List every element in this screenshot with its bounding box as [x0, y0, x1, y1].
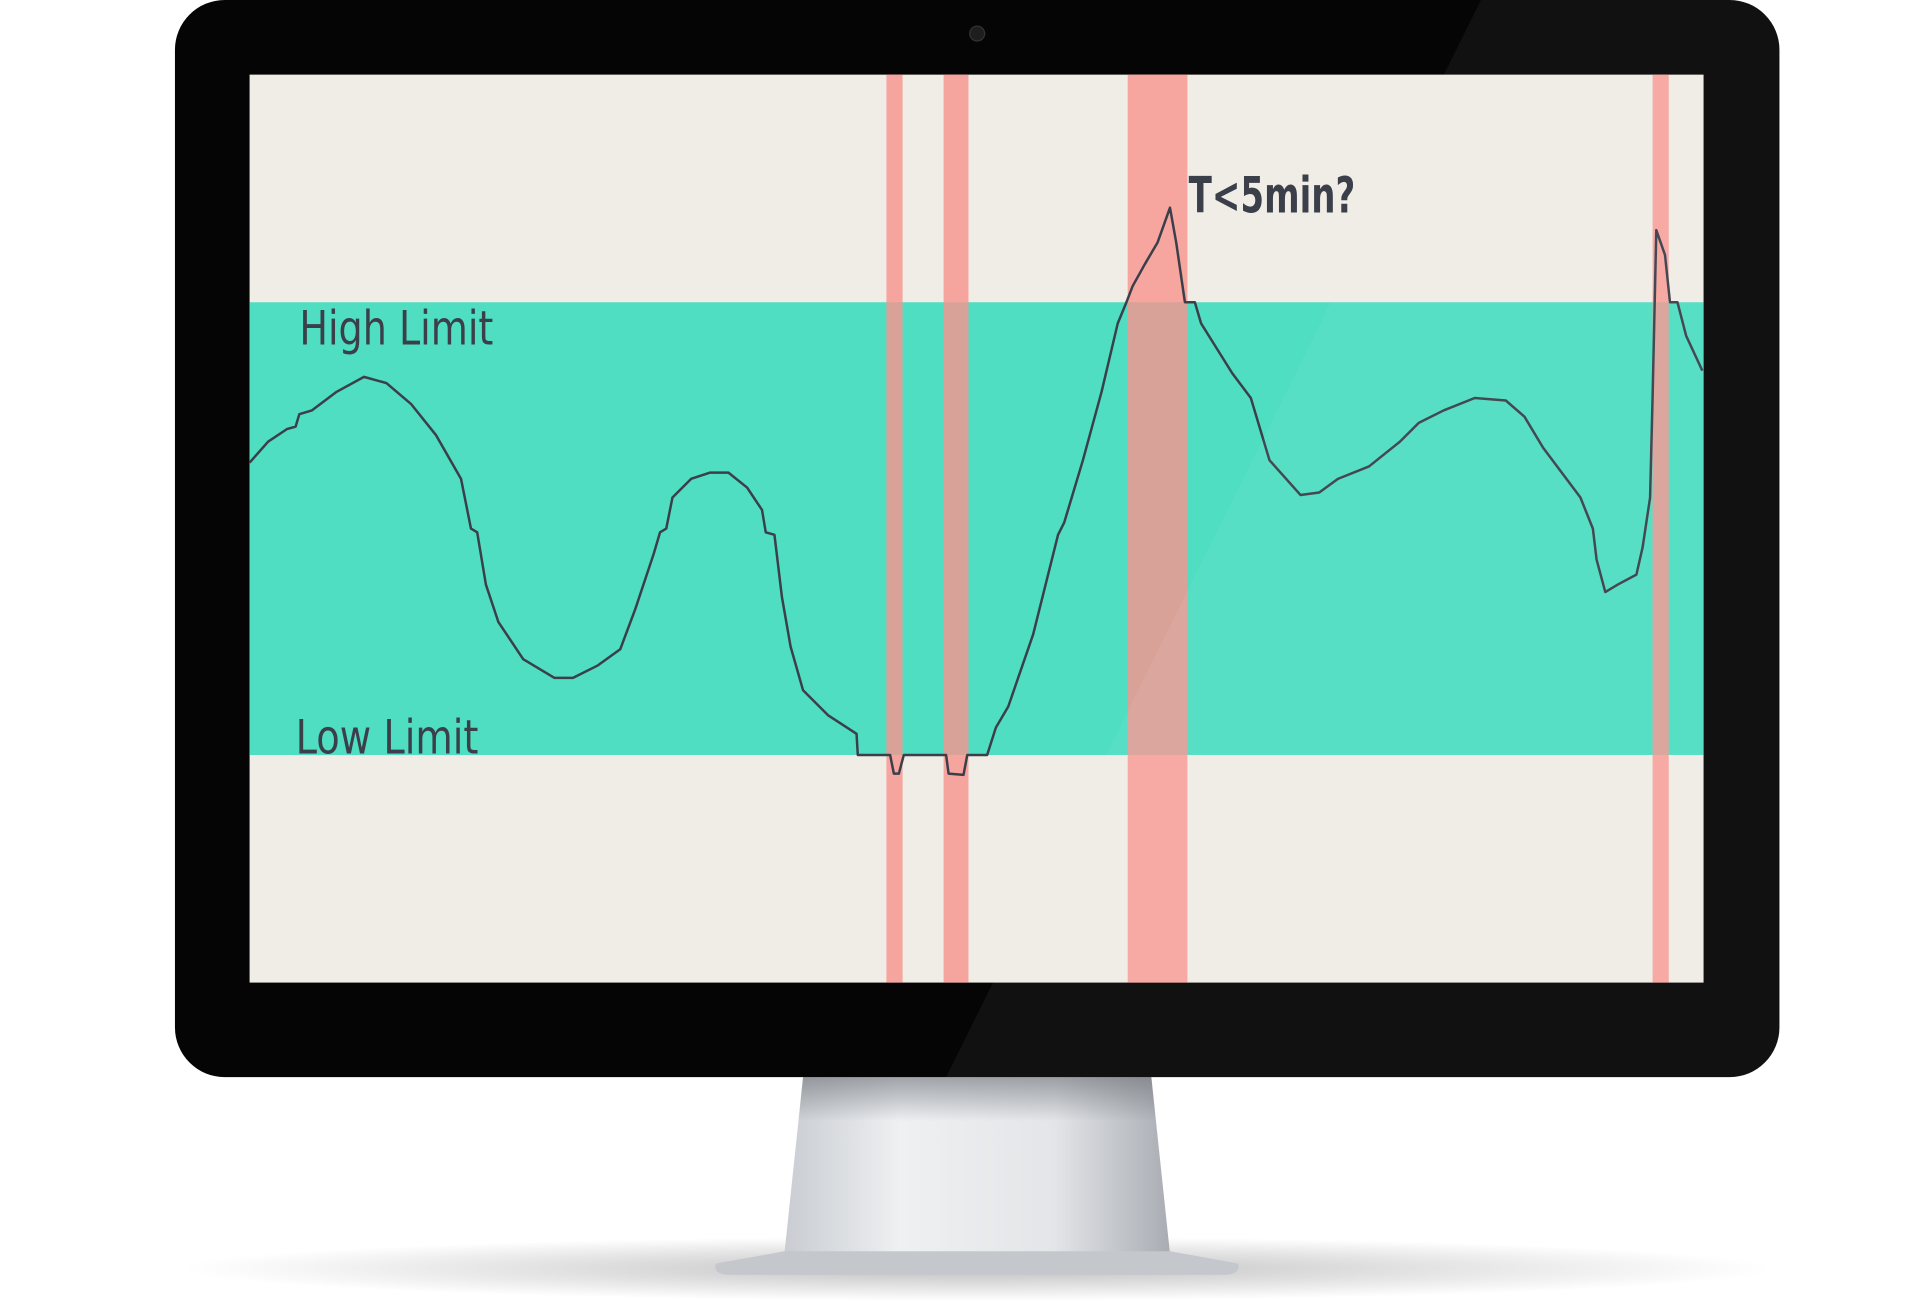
high-limit-label: High Limit [299, 302, 493, 357]
alarm-band [1652, 74, 1669, 983]
limit-band [249, 302, 1704, 755]
low-limit-label: Low Limit [296, 711, 479, 766]
alarm-bands [886, 74, 1669, 983]
alarm-band [886, 74, 903, 983]
signal-curve [248, 206, 1704, 777]
stand-base [715, 1251, 1239, 1275]
annotation: T<5min? [1189, 167, 1356, 225]
alarm-band [1127, 74, 1188, 983]
camera [969, 25, 986, 42]
stand-shade [784, 1077, 1170, 1254]
glare [946, 0, 1780, 1078]
alarm-band [943, 74, 969, 983]
